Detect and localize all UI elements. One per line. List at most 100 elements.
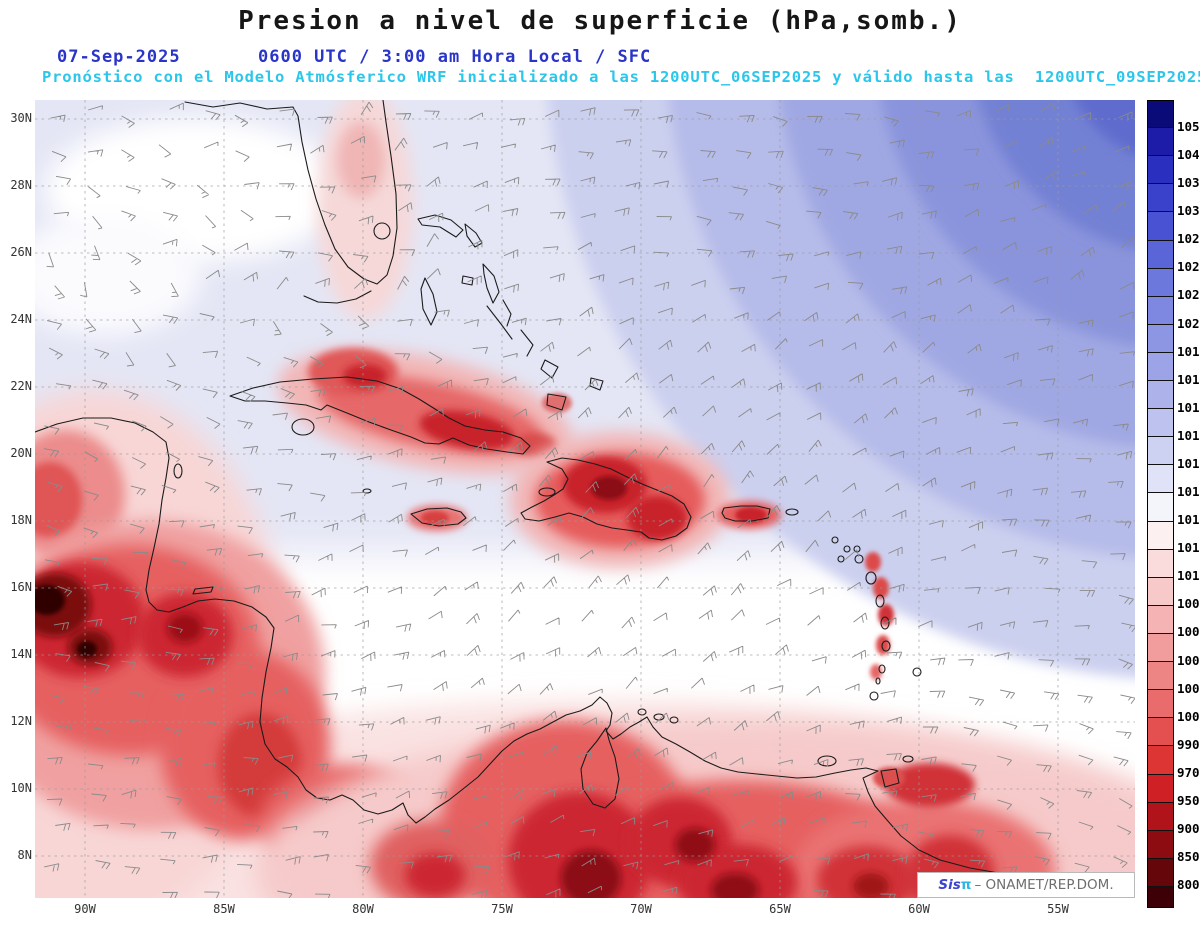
gridline-path: [35, 100, 1135, 898]
lon-tick-label: 80W: [352, 902, 374, 916]
colorbar-level-label: 1019: [1177, 343, 1200, 359]
colorbar-level-label: 1002: [1177, 680, 1200, 696]
colorbar-segment: [1148, 127, 1173, 156]
colorbar-segment: [1148, 520, 1173, 549]
grenadines: [875, 677, 881, 685]
colorbar-level-label: 950: [1177, 792, 1200, 808]
colorbar-level-label: 1035: [1177, 175, 1200, 191]
colorbar-segment: [1148, 323, 1173, 352]
valid-time: 0600 UTC / 3:00 am Hora Local / SFC: [258, 47, 652, 67]
lat-tick-label: 10N: [10, 781, 32, 795]
bahamas-exuma: [486, 305, 513, 340]
colorbar-segment: [1148, 183, 1173, 212]
martinique: [880, 616, 890, 630]
st-vincent: [878, 664, 886, 674]
grid-lines: [35, 100, 1135, 898]
dominica: [875, 594, 885, 608]
bahamas-andros: [420, 277, 438, 326]
lon-tick-label: 60W: [908, 902, 930, 916]
colorbar-segment: [1148, 267, 1173, 296]
chart-title: Presion a nivel de superficie (hPa,somb.…: [238, 6, 962, 36]
lon-tick-label: 75W: [491, 902, 513, 916]
colorbar-segment: [1148, 380, 1173, 409]
isla-juventud: [291, 418, 315, 436]
lat-tick-label: 8N: [17, 848, 32, 862]
colorbar-level-label: 850: [1177, 849, 1200, 865]
colorbar-level-label: 1014: [1177, 484, 1200, 500]
sispi-brand: Sis: [938, 877, 961, 893]
lat-tick-label: 22N: [10, 379, 32, 393]
colorbar-level-label: 1006: [1177, 624, 1200, 640]
colorbar-segment: [1148, 211, 1173, 240]
lon-tick-label: 65W: [769, 902, 791, 916]
forecast-init-line: Pronóstico con el Modelo Atmósferico WRF…: [42, 68, 1200, 86]
bahamas-new-providence: [461, 275, 474, 286]
coast-jamaica: [410, 507, 467, 527]
bahamas-great-inagua: [546, 393, 567, 411]
pressure-shading: [35, 100, 1135, 898]
colorbar-level-label: 1040: [1177, 147, 1200, 163]
colorbar-level-label: 1017: [1177, 399, 1200, 415]
guadeloupe: [865, 571, 877, 585]
colorbar-level-label: 1013: [1177, 512, 1200, 528]
lake-okeechobee: [373, 222, 391, 240]
coast-puerto-rico: [721, 505, 771, 522]
lon-tick-label: 85W: [213, 902, 235, 916]
colorbar-segment: [1148, 436, 1173, 465]
colorbar-segment: [1148, 801, 1173, 830]
bahamas-cat-island: [502, 299, 512, 327]
source-text: – ONAMET/REP.DOM.: [974, 877, 1114, 893]
colorbar-level-label: 1008: [1177, 596, 1200, 612]
bahamas-long-island: [520, 329, 534, 357]
colorbar-level-label: 1018: [1177, 371, 1200, 387]
colorbar-segment: [1148, 773, 1173, 802]
lat-tick-label: 26N: [10, 245, 32, 259]
bonaire: [669, 716, 679, 724]
cayman-islands: [362, 488, 372, 494]
colorbar-level-label: 1012: [1177, 540, 1200, 556]
lat-tick-label: 28N: [10, 178, 32, 192]
attribution-box: Sis π – ONAMET/REP.DOM.: [917, 872, 1135, 898]
coastlines: [35, 100, 1135, 892]
lat-tick-label: 30N: [10, 111, 32, 125]
colorbar-level-label: 1050: [1177, 119, 1200, 134]
trinidad: [880, 768, 900, 788]
lake-maracaibo: [580, 727, 620, 809]
grenada: [869, 691, 879, 701]
gonave-island: [538, 487, 556, 497]
wind-barb-path: [43, 101, 1135, 898]
colorbar-segment: [1148, 633, 1173, 662]
colorbar-level-label: 1015: [1177, 455, 1200, 471]
colorbar-segment: [1148, 351, 1173, 381]
st-kitts: [837, 555, 845, 563]
colorbar-level-label: 1020: [1177, 315, 1200, 331]
colorbar-level-label: 1028: [1177, 231, 1200, 247]
antigua: [854, 554, 864, 564]
colorbar-level-label: 1030: [1177, 203, 1200, 219]
colorbar-segment: [1148, 661, 1173, 690]
lat-tick-label: 24N: [10, 312, 32, 326]
colorbar: [1147, 100, 1174, 908]
bahamas-abaco: [464, 223, 483, 248]
colorbar-segment: [1148, 548, 1173, 577]
colorbar-level-label: 900: [1177, 821, 1200, 836]
coast-cuba: [229, 376, 531, 455]
lon-tick-label: 55W: [1047, 902, 1069, 916]
valid-date: 07-Sep-2025: [57, 47, 181, 67]
cozumel: [173, 463, 183, 479]
colorbar-segment: [1148, 689, 1173, 718]
lat-tick-label: 16N: [10, 580, 32, 594]
colorbar-level-label: 1016: [1177, 427, 1200, 443]
colorbar-segment: [1148, 717, 1173, 746]
colorbar-segment: [1148, 408, 1173, 437]
colorbar-segment: [1148, 604, 1173, 634]
barbados: [912, 667, 922, 677]
colorbar-segment: [1148, 576, 1173, 605]
colorbar-level-label: 970: [1177, 764, 1200, 780]
bahamas-eleuthera: [482, 263, 500, 304]
lat-tick-label: 14N: [10, 647, 32, 661]
wind-barbs: [43, 101, 1135, 898]
colorbar-segment: [1148, 155, 1173, 184]
colorbar-segment: [1148, 101, 1173, 128]
